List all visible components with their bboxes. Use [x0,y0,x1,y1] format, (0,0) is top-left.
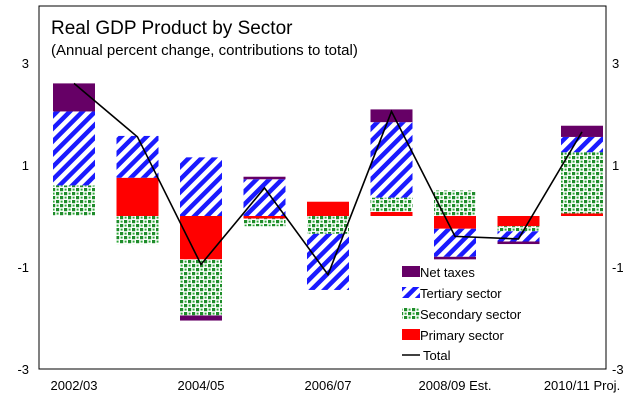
legend-swatch-tertiary [402,287,420,298]
y-tick-label-left: 1 [22,158,29,173]
x-tick-label: 2006/07 [305,378,352,393]
y-axis-right-labels: 3 1 -1 -3 [612,56,624,377]
bar-primary-sector-2006-07 [307,201,349,216]
bar-net-taxes-2005-06 [243,176,286,180]
legend-label-total: Total [423,348,451,363]
x-tick-label: 2002/03 [51,378,98,393]
bar-net-taxes-2002-03 [53,83,95,112]
bar-net-taxes-2010-11-proj [561,125,603,137]
bar-tertiary-sector-2007-08 [370,122,413,198]
y-tick-label-right: 1 [612,158,619,173]
bar-secondary-sector-2002-03 [53,185,95,216]
legend-label-tertiary: Tertiary sector [420,286,502,301]
bar-primary-sector-2003-04 [116,177,159,216]
y-tick-label-right: 3 [612,56,619,71]
y-tick-label-left: 3 [22,56,29,71]
total-polyline [73,82,583,277]
bar-secondary-sector-2003-04 [116,216,159,245]
x-tick-label: 2008/09 Est. [419,378,492,393]
chart-subtitle: (Annual percent change, contributions to… [51,42,358,59]
bar-secondary-sector-2005-06 [243,218,286,227]
y-axis-left-labels: 3 1 -1 -3 [17,56,29,377]
y-tick-label-left: -3 [17,362,29,377]
bar-tertiary-sector-2004-05 [180,157,222,216]
bar-tertiary-sector-2003-04 [116,135,159,178]
bar-primary-sector-2005-06 [243,216,286,219]
x-axis-labels: 2002/03 2004/05 2006/07 2008/09 Est. 2010/11… [51,378,621,393]
legend-swatch-primary [402,329,420,340]
bar-secondary-sector-2009-10 [497,226,540,232]
bar-tertiary-sector-2008-09-est [434,228,476,257]
bar-secondary-sector-2004-05 [180,259,222,316]
bar-net-taxes-2009-10 [497,241,540,245]
y-tick-label-left: -1 [17,260,29,275]
bar-secondary-sector-2010-11-proj [561,152,603,214]
legend-label-secondary: Secondary sector [420,307,522,322]
bar-tertiary-sector-2005-06 [243,179,286,216]
bar-net-taxes-2008-09-est [434,256,476,260]
y-tick-label-right: -3 [612,362,624,377]
legend-swatch-secondary [402,308,420,319]
bar-secondary-sector-2007-08 [370,197,413,212]
bar-net-taxes-2007-08 [370,109,413,123]
plot-frame [38,5,607,370]
bar-secondary-sector-2008-09-est [434,190,476,216]
legend-label-primary: Primary sector [420,328,504,343]
x-tick-label: 2010/11 Proj. [544,378,620,393]
bars [53,83,603,321]
bar-secondary-sector-2006-07 [307,216,349,234]
bar-tertiary-sector-2009-10 [497,231,540,242]
x-tick-label: 2004/05 [178,378,225,393]
y-tick-label-right: -1 [612,260,624,275]
bar-net-taxes-2004-05 [180,315,222,321]
legend: Net taxes Tertiary sector Secondary sect… [402,265,522,363]
bar-primary-sector-2004-05 [180,216,222,260]
legend-label-net-taxes: Net taxes [420,265,475,280]
bar-primary-sector-2007-08 [370,211,413,216]
bar-primary-sector-2009-10 [497,216,540,227]
total-line [73,82,583,277]
bar-tertiary-sector-2010-11-proj [561,136,603,153]
legend-swatch-net-taxes [402,266,420,277]
chart-title: Real GDP Product by Sector [51,18,293,39]
bar-primary-sector-2010-11-proj [561,213,603,216]
bar-tertiary-sector-2006-07 [307,233,349,290]
bar-tertiary-sector-2002-03 [53,111,95,186]
bar-primary-sector-2008-09-est [434,216,476,229]
